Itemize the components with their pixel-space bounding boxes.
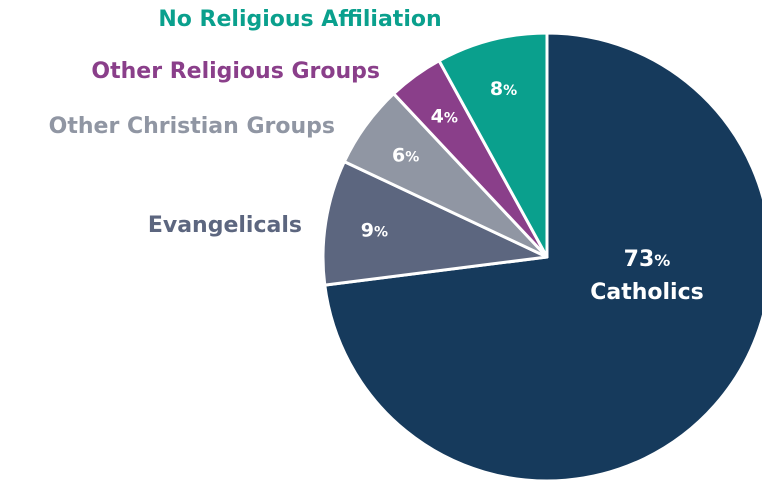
pie-slices	[321, 31, 762, 481]
slice-value-label-catholics: 73%	[624, 247, 671, 272]
pie-slice-catholics	[323, 31, 762, 481]
slice-value-label-other-religious-groups: 4%	[431, 106, 458, 128]
pie-value-labels: 9% 6% 4% 8%	[361, 78, 517, 242]
pie-slice-no-religious-affiliation	[437, 31, 549, 259]
slice-value-label-evangelicals: 9%	[361, 220, 388, 242]
slice-value-label-no-religious-affiliation: 8%	[490, 78, 517, 100]
slice-name-label-catholics: Catholics	[590, 280, 704, 305]
slice-name-label-other-religious-groups: Other Religious Groups	[91, 59, 380, 84]
slice-name-label-evangelicals: Evangelicals	[148, 213, 302, 238]
slice-name-label-other-christian-groups: Other Christian Groups	[49, 114, 335, 139]
pie-slice-evangelicals	[321, 160, 549, 287]
slice-name-label-no-religious-affiliation: No Religious Affiliation	[158, 7, 441, 32]
slice-value-label-other-christian-groups: 6%	[392, 144, 419, 166]
